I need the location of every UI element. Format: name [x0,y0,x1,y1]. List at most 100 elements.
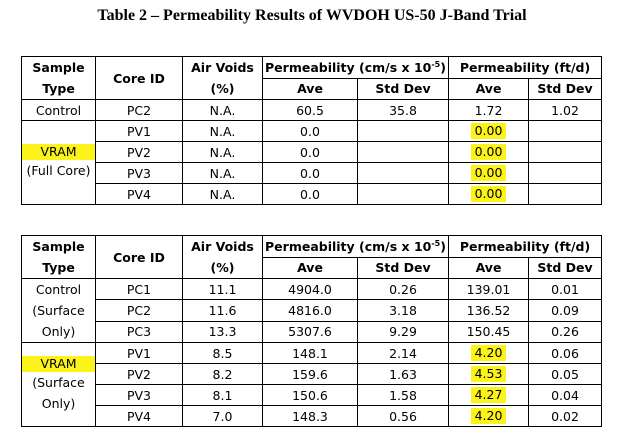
value-highlight: 0.00 [470,144,507,160]
table-row: PV3 8.1 150.6 1.58 4.27 0.04 [22,384,602,406]
table-row: PC3 13.3 5307.6 9.29 150.45 0.26 [22,320,602,344]
cms-std-cell [357,120,449,142]
cms-ave-cell: 4816.0 [262,299,358,322]
air-voids-header: Air Voids (%) [182,56,263,100]
ftd-ave-cell: 150.45 [448,320,529,344]
ftd-std-cell: 0.01 [528,277,602,301]
table-row: PC2 11.6 4816.0 3.18 136.52 0.09 [22,299,602,322]
core-id-cell: PV3 [95,162,183,184]
ftd-ave-cell: 4.27 [448,384,529,406]
ftd-ave-cell: 0.00 [448,141,529,163]
ftd-std-cell [528,120,602,142]
ftd-ave-cell: 1.72 [448,99,529,121]
cms-ave-cell: 0.0 [262,120,358,142]
cms-std-header: Std Dev [357,256,449,279]
table-row: VRAM (Full Core) PV1 N.A. 0.0 0.00 [21,120,602,205]
cms-std-cell [357,141,449,163]
ftd-ave-cell: 0.00 [448,162,529,184]
air-voids-cell: N.A. [182,120,263,142]
cms-ave-cell: 0.0 [262,183,358,205]
vram-highlight: VRAM [22,144,95,160]
air-voids-cell: 11.1 [182,277,263,301]
core-id-cell: PC2 [95,299,183,322]
table-row: PV4 N.A. 0.0 0.00 [22,183,602,205]
air-voids-cell: N.A. [182,162,263,184]
cms-ave-cell: 60.5 [262,99,358,121]
air-voids-cell: 8.2 [182,363,263,385]
ftd-std-header: Std Dev [528,256,602,279]
ftd-ave-cell: 0.00 [448,120,529,142]
cms-ave-cell: 0.0 [262,162,358,184]
ftd-ave-header: Ave [448,77,529,100]
ftd-ave-cell: 0.00 [448,183,529,205]
sample-type-cell: VRAM (Full Core) [21,120,96,205]
table-title: Table 2 – Permeability Results of WVDOH … [97,7,527,24]
value-highlight: 4.27 [470,387,507,403]
table-row: Control PC2 N.A. 60.5 35.8 1.72 1.02 [21,99,602,121]
core-id-cell: PV2 [95,141,183,163]
value-highlight: 4.53 [470,366,507,382]
cms-std-cell: 3.18 [357,299,449,322]
core-id-cell: PV2 [95,363,183,385]
air-voids-cell: N.A. [182,183,263,205]
air-voids-cell: 11.6 [182,299,263,322]
value-highlight: 0.00 [470,165,507,181]
value-highlight: 4.20 [470,408,507,424]
cms-ave-cell: 159.6 [262,363,358,385]
core-id-header: Core ID [95,56,183,100]
ftd-std-header: Std Dev [528,77,602,100]
table-row: PV2 N.A. 0.0 0.00 [22,141,602,163]
core-id-cell: PV3 [95,384,183,406]
cms-std-cell: 0.56 [357,405,449,427]
ftd-ave-cell: 4.20 [448,342,529,364]
cms-std-cell: 1.58 [357,384,449,406]
cms-std-cell: 35.8 [357,99,449,121]
header-row: Sample Type Core ID Air Voids (%) Permeabi… [21,235,602,279]
table-row: PV2 8.2 159.6 1.63 4.53 0.05 [22,363,602,385]
value-highlight: 4.20 [470,345,507,361]
table-row: PV3 N.A. 0.0 0.00 [22,162,602,184]
air-voids-cell: N.A. [182,141,263,163]
cms-std-cell: 0.26 [357,277,449,301]
vram-highlight: VRAM [22,355,95,372]
core-id-cell: PV4 [95,405,183,427]
sample-type-header: Sample Type [21,235,96,279]
permeability-table-full-core: Sample Type Core ID Air Voids (%) Permeabi… [21,56,602,205]
cms-ave-cell: 5307.6 [262,320,358,344]
ftd-ave-cell: 4.53 [448,363,529,385]
air-voids-cell: N.A. [182,99,263,121]
core-id-cell: PC2 [95,99,183,121]
ftd-std-cell: 1.02 [528,99,602,121]
cms-std-cell: 9.29 [357,320,449,344]
air-voids-cell: 8.5 [182,342,263,364]
air-voids-header: Air Voids (%) [182,235,263,279]
value-highlight: 0.00 [470,186,507,202]
cms-std-cell: 1.63 [357,363,449,385]
air-voids-cell: 13.3 [182,320,263,344]
sample-type-cell: Control [21,99,96,121]
ftd-std-cell [528,141,602,163]
cms-ave-header: Ave [262,256,358,279]
ftd-std-cell [528,183,602,205]
cms-ave-cell: 148.3 [262,405,358,427]
ftd-ave-cell: 139.01 [448,277,529,301]
sample-type-cell: VRAM (Surface Only) [21,342,96,427]
ftd-ave-cell: 136.52 [448,299,529,322]
cms-ave-cell: 150.6 [262,384,358,406]
cms-std-cell: 2.14 [357,342,449,364]
cms-std-cell [357,162,449,184]
ftd-std-cell: 0.06 [528,342,602,364]
cms-ave-cell: 148.1 [262,342,358,364]
permeability-ftd-header: Permeability (ft/d) [448,56,602,79]
sample-type-cell: Control (Surface Only) [21,278,96,343]
core-id-cell: PC3 [95,320,183,344]
air-voids-cell: 7.0 [182,405,263,427]
table-row: Control (Surface Only) PC1 11.1 4904.0 0.2… [21,277,602,343]
cms-std-header: Std Dev [357,77,449,100]
core-id-cell: PC1 [95,277,183,301]
ftd-std-cell [528,162,602,184]
header-row: Sample Type Core ID Air Voids (%) Permeabi… [21,56,602,100]
ftd-std-cell: 0.02 [528,405,602,427]
ftd-std-cell: 0.04 [528,384,602,406]
cms-ave-cell: 4904.0 [262,277,358,301]
